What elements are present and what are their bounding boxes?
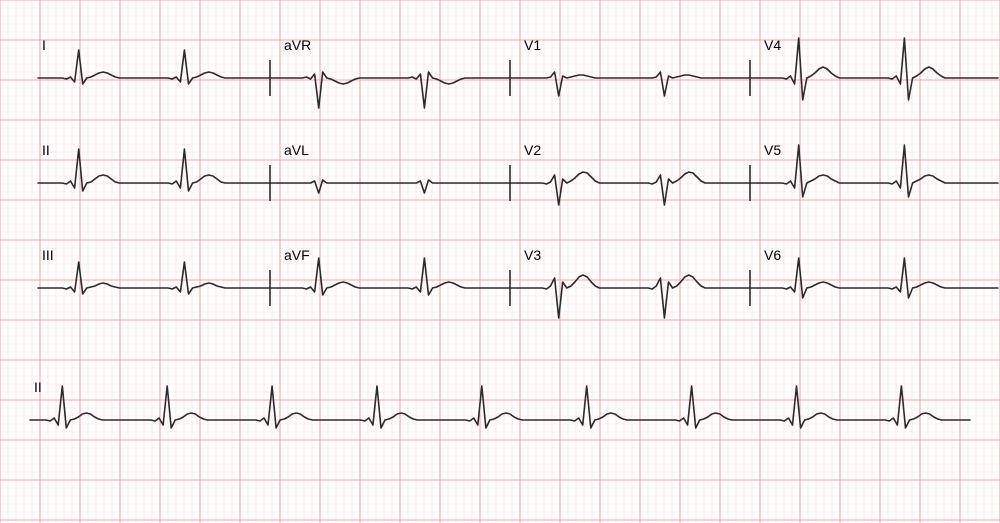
lead-label-I: I [42,37,46,53]
lead-label-II: II [42,142,50,158]
lead-label-aVL: aVL [284,142,309,158]
lead-label-V3: V3 [524,247,541,263]
lead-label-V6: V6 [764,247,781,263]
lead-label-V2: V2 [524,142,541,158]
lead-label-III: III [42,247,54,263]
ecg-svg: IaVR V1 V4 II aVL V2 V5 III aVF V3 V6 II [0,0,1000,523]
rhythm-strip-label: II [34,379,42,395]
lead-label-V5: V5 [764,142,781,158]
ecg-chart: IaVR V1 V4 II aVL V2 V5 III aVF V3 V6 II [0,0,1000,523]
lead-label-V1: V1 [524,37,541,53]
lead-label-V4: V4 [764,37,781,53]
lead-label-aVF: aVF [284,247,310,263]
lead-label-aVR: aVR [284,37,311,53]
